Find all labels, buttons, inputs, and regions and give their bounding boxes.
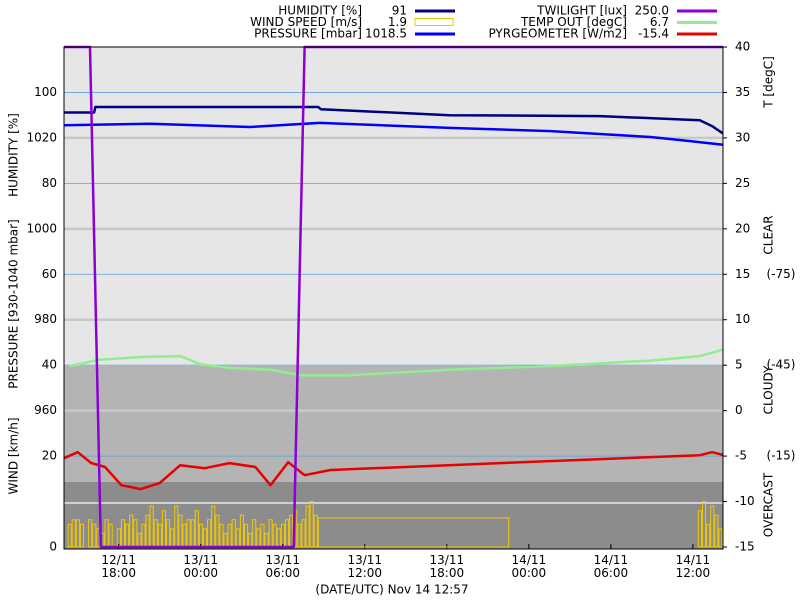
x-tick-label: 14/11 00:00 [512, 553, 547, 580]
grid [64, 46, 727, 549]
legend-value: 91 [392, 4, 407, 18]
y3-tick-label: -15 [735, 540, 755, 554]
x-tick-label: 13/11 18:00 [430, 553, 465, 580]
y3-tick-label: 25 [735, 176, 750, 190]
legend-value: 250.0 [635, 4, 669, 18]
x-tick-label: 14/11 12:00 [676, 553, 711, 580]
y3-axis-title: T [degC] [762, 56, 776, 109]
x-tick-label: 13/11 12:00 [347, 553, 382, 580]
wind-bar [67, 523, 72, 548]
y2-tick-label: 1000 [26, 221, 57, 235]
legend-label: PRESSURE [mbar] [254, 27, 362, 41]
legend-value: 1.9 [388, 15, 407, 29]
wind-bar [317, 517, 510, 548]
wind-bar [297, 523, 302, 548]
wind-bar [697, 510, 702, 548]
legend-label: WIND SPEED [m/s] [250, 15, 362, 29]
y-tick-label: 100 [34, 85, 57, 99]
y4-tick-label: (-15) [767, 449, 796, 463]
wind-bar [88, 519, 93, 548]
zone-cloudy [64, 366, 723, 482]
plot-frame [63, 46, 724, 550]
x-axis-title: (DATE/UTC) Nov 14 12:57 [315, 583, 468, 597]
series-line [69, 348, 724, 377]
legend-label: TEMP OUT [degC] [520, 15, 627, 29]
wind-bar [301, 519, 306, 548]
wind-bar [75, 519, 80, 548]
sky-label: CLEAR [762, 215, 776, 254]
y3-tick-label: 5 [735, 358, 743, 372]
x-tick-label: 12/11 18:00 [101, 553, 136, 580]
legend-label: PYRGEOMETER [W/m2] [488, 27, 627, 41]
y-axis-title: PRESSURE [930-1040 mbar] [7, 219, 21, 388]
legend-label: HUMIDITY [%] [278, 4, 362, 18]
y3-tick-label: 30 [735, 130, 750, 144]
wind-bar [701, 501, 707, 548]
wind-bar [71, 519, 76, 548]
x-tick-label: 13/11 06:00 [265, 553, 300, 580]
legend-swatch [414, 18, 454, 26]
y4-tick-label: (-75) [767, 267, 796, 281]
x-tick-label: 13/11 00:00 [183, 553, 218, 580]
y2-tick-label: 1020 [26, 130, 57, 144]
wind-bar [79, 523, 85, 548]
wind-bar [706, 523, 711, 548]
wind-bar [714, 514, 719, 548]
y3-tick-label: 35 [735, 85, 750, 99]
y-tick-label: 80 [42, 176, 57, 190]
y3-tick-label: 40 [735, 40, 750, 54]
y3-tick-label: 10 [735, 312, 750, 326]
series-line [64, 105, 724, 135]
sky-label: OVERCAST [762, 472, 776, 537]
wind-bar [710, 505, 715, 548]
y-tick-label: 20 [42, 449, 57, 463]
y2-tick-label: 960 [34, 403, 57, 417]
y-axis-title: WIND [km/h] [7, 417, 21, 494]
zone-clear [64, 47, 723, 366]
wind-bar [305, 505, 310, 548]
legend-value: 1018.5 [365, 27, 407, 41]
y3-tick-label: 15 [735, 267, 750, 281]
wind-bar [309, 501, 314, 548]
y-tick-label: 0 [49, 540, 57, 554]
legend-label: TWILIGHT [lux] [536, 4, 627, 18]
y3-tick-label: -10 [735, 494, 755, 508]
series-line [63, 450, 724, 491]
y4-tick-label: (-45) [767, 358, 796, 372]
legend-value: -15.4 [638, 27, 669, 41]
legend-value: 6.7 [650, 15, 669, 29]
wind-bar [718, 528, 723, 548]
y-axis-title: HUMIDITY [%] [7, 113, 21, 197]
x-tick-label: 14/11 06:00 [594, 553, 629, 580]
wind-bar [313, 514, 318, 548]
y3-tick-label: 0 [735, 403, 743, 417]
wind-bar [92, 523, 97, 548]
series-line [63, 121, 724, 146]
sky-label: CLOUDY [762, 365, 776, 414]
y3-tick-label: 20 [735, 221, 750, 235]
y2-tick-label: 980 [34, 312, 57, 326]
y3-tick-label: -5 [735, 449, 747, 463]
y-tick-label: 60 [42, 267, 57, 281]
y-tick-label: 40 [42, 358, 57, 372]
